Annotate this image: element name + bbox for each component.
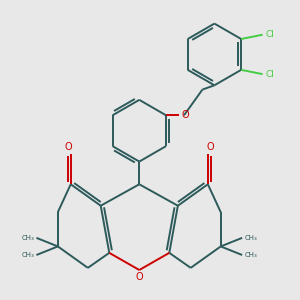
Text: O: O [65,142,72,152]
Text: CH₃: CH₃ [22,235,34,241]
Text: CH₃: CH₃ [244,235,257,241]
Text: O: O [136,272,143,282]
Text: O: O [181,110,189,120]
Text: Cl: Cl [265,70,274,79]
Text: CH₃: CH₃ [244,252,257,258]
Text: Cl: Cl [265,30,274,39]
Text: O: O [206,142,214,152]
Text: CH₃: CH₃ [22,252,34,258]
